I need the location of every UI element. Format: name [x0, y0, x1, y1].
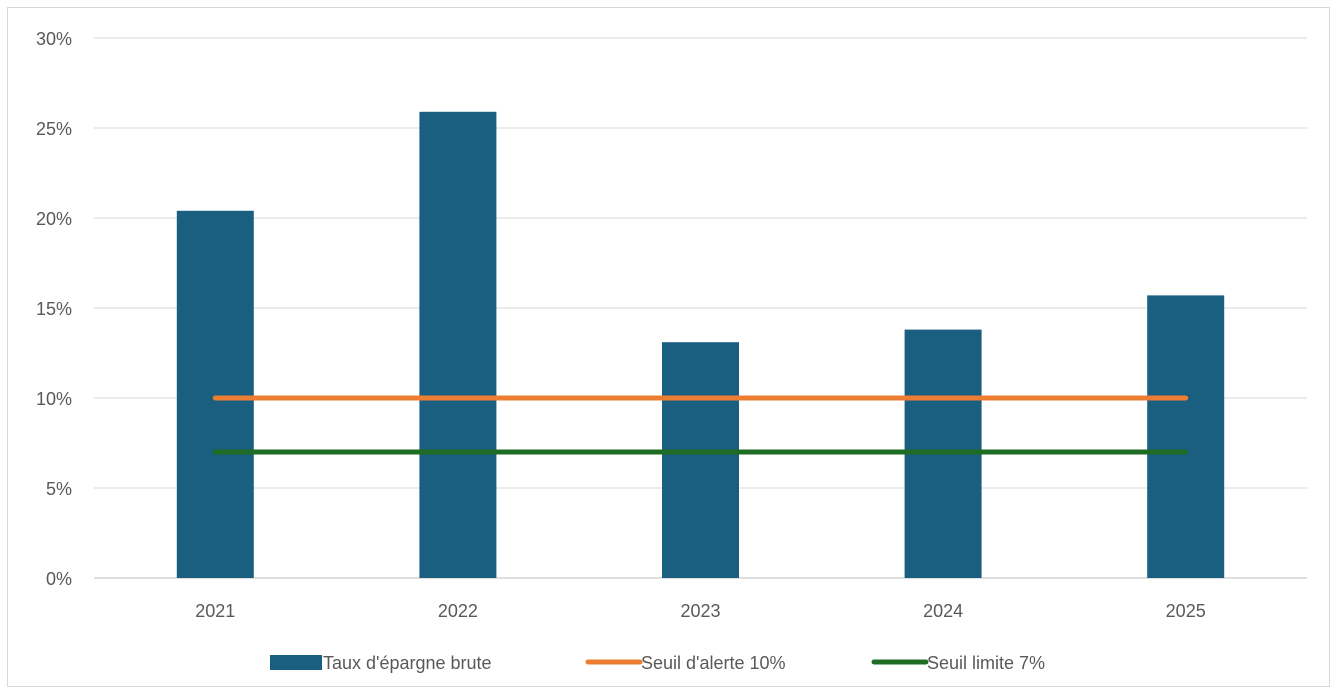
threshold-lines [212, 395, 1189, 455]
x-tick-label: 2025 [1166, 601, 1206, 621]
bar-line-chart: 0% 5% 10% 15% 20% 25% 30% 2021 2022 2023 2024 2025… [36, 29, 1307, 673]
y-tick-label: 20% [36, 209, 72, 229]
chart-frame: 0% 5% 10% 15% 20% 25% 30% 2021 2022 2023 2024 2025… [7, 7, 1330, 687]
x-tick-label: 2022 [438, 601, 478, 621]
legend-swatch [270, 655, 322, 670]
y-tick-label: 30% [36, 29, 72, 49]
bar [662, 342, 739, 578]
y-tick-label: 25% [36, 119, 72, 139]
legend-label: Seuil d'alerte 10% [641, 653, 786, 673]
bar [1147, 295, 1225, 578]
y-tick-label: 10% [36, 389, 72, 409]
y-tick-label: 0% [46, 569, 72, 589]
legend: Taux d'épargne brute Seuil d'alerte 10% Se… [270, 653, 1045, 673]
y-axis-ticks: 0% 5% 10% 15% 20% 25% 30% [36, 29, 72, 589]
bar [176, 210, 254, 579]
bar [419, 111, 497, 579]
x-tick-label: 2024 [923, 601, 963, 621]
x-tick-label: 2021 [195, 601, 235, 621]
legend-label: Seuil limite 7% [927, 653, 1045, 673]
bar-series [176, 111, 1225, 579]
x-axis-ticks: 2021 2022 2023 2024 2025 [195, 601, 1205, 621]
y-tick-label: 15% [36, 299, 72, 319]
legend-label: Taux d'épargne brute [323, 653, 492, 673]
y-tick-label: 5% [46, 479, 72, 499]
x-tick-label: 2023 [680, 601, 720, 621]
